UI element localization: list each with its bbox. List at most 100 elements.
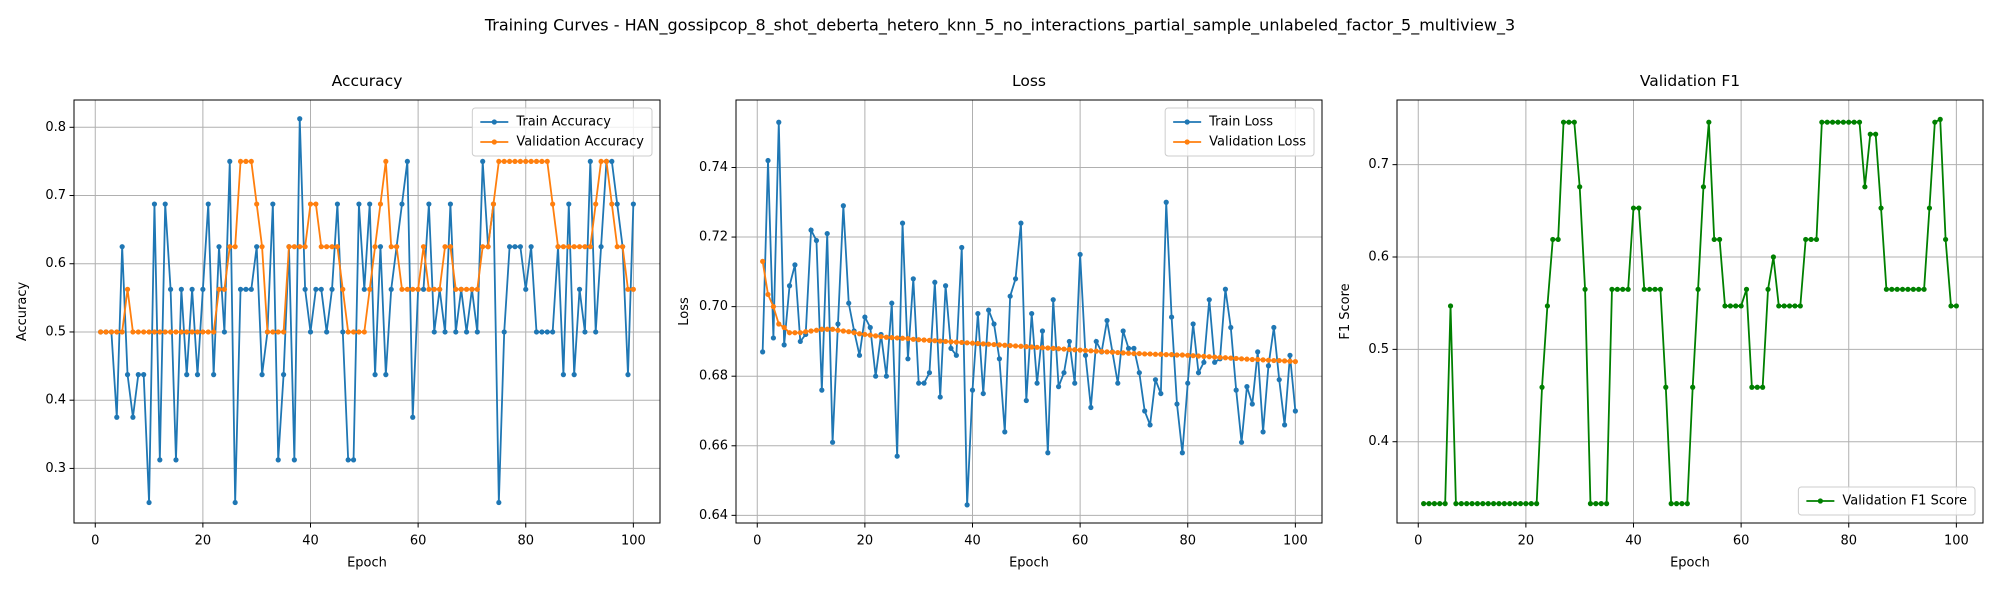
series-marker bbox=[135, 372, 141, 378]
series-marker bbox=[124, 286, 131, 292]
y-tick-label: 0.66 bbox=[699, 438, 728, 453]
series-line bbox=[100, 160, 634, 333]
series-marker bbox=[942, 338, 949, 345]
y-tick-label: 0.6 bbox=[45, 256, 66, 271]
series-marker bbox=[1055, 346, 1062, 352]
series-marker bbox=[862, 314, 868, 320]
series-marker bbox=[1921, 286, 1927, 292]
series-marker bbox=[1212, 359, 1218, 365]
series-marker bbox=[916, 337, 922, 343]
series-marker bbox=[846, 329, 852, 335]
x-tick-label: 40 bbox=[964, 534, 981, 549]
series-marker bbox=[447, 201, 454, 207]
series-marker bbox=[1217, 354, 1223, 361]
series-marker bbox=[506, 158, 513, 165]
x-tick-label: 60 bbox=[1072, 534, 1089, 549]
series-marker bbox=[1813, 236, 1820, 243]
series-marker bbox=[824, 326, 830, 332]
series-marker bbox=[926, 370, 933, 376]
series-marker bbox=[1878, 205, 1884, 211]
series-marker bbox=[948, 339, 954, 345]
y-tick-label: 0.74 bbox=[699, 160, 728, 175]
series-marker bbox=[1233, 387, 1239, 393]
series-marker bbox=[587, 158, 593, 165]
series-marker bbox=[1233, 355, 1239, 362]
series-marker bbox=[372, 244, 378, 250]
series-marker bbox=[237, 286, 244, 292]
y-tick-label: 0.64 bbox=[699, 508, 728, 523]
series-marker bbox=[1077, 347, 1083, 353]
axes-frame bbox=[735, 99, 1323, 524]
series-marker bbox=[1125, 345, 1132, 351]
series-marker bbox=[1061, 346, 1067, 352]
series-marker bbox=[1517, 501, 1524, 507]
series-marker bbox=[614, 201, 620, 207]
series-marker bbox=[808, 328, 814, 334]
series-marker bbox=[254, 201, 260, 207]
series-marker bbox=[1469, 501, 1475, 507]
x-tick-label: 100 bbox=[621, 534, 646, 549]
x-tick-label: 0 bbox=[91, 534, 99, 549]
series-marker bbox=[1480, 501, 1486, 507]
series-marker bbox=[1873, 131, 1879, 137]
series-marker bbox=[1018, 220, 1024, 226]
series-marker bbox=[480, 244, 486, 250]
series-marker bbox=[539, 158, 545, 165]
legend-swatch-marker bbox=[1184, 119, 1190, 125]
series-marker bbox=[829, 326, 836, 332]
series-marker bbox=[291, 244, 297, 250]
series-marker bbox=[1829, 119, 1836, 125]
series-marker bbox=[141, 329, 147, 335]
series-marker bbox=[1614, 286, 1620, 292]
series-marker bbox=[367, 201, 373, 207]
series-marker bbox=[1136, 370, 1142, 376]
series-marker bbox=[1609, 286, 1615, 292]
series-marker bbox=[1115, 380, 1121, 386]
axes-title: Accuracy bbox=[332, 72, 403, 90]
series-marker bbox=[625, 286, 631, 292]
series-marker bbox=[517, 244, 523, 250]
series-marker bbox=[571, 244, 577, 250]
series-marker bbox=[1271, 324, 1277, 331]
series-marker bbox=[1657, 286, 1664, 292]
series-marker bbox=[469, 286, 475, 292]
series-marker bbox=[1029, 310, 1035, 317]
series-marker bbox=[1012, 343, 1019, 349]
series-marker bbox=[184, 372, 190, 378]
series-marker bbox=[350, 329, 357, 335]
series-marker bbox=[932, 338, 938, 344]
series-marker bbox=[248, 286, 254, 292]
series-marker bbox=[533, 329, 540, 335]
series-marker bbox=[582, 329, 588, 335]
series-marker bbox=[1249, 356, 1255, 363]
series-marker bbox=[254, 244, 260, 250]
y-tick-label: 0.68 bbox=[699, 369, 728, 384]
series-marker bbox=[609, 201, 615, 207]
series-marker bbox=[302, 286, 308, 292]
series-marker bbox=[1501, 501, 1507, 507]
series-marker bbox=[1050, 297, 1056, 303]
series-marker bbox=[410, 286, 416, 292]
series-marker bbox=[969, 387, 976, 393]
x-tick-label: 20 bbox=[195, 534, 212, 549]
series-marker bbox=[103, 329, 109, 335]
series-marker bbox=[856, 352, 863, 358]
y-tick-label: 0.7 bbox=[45, 188, 66, 203]
series-marker bbox=[307, 201, 314, 207]
series-marker bbox=[1222, 355, 1229, 361]
series-marker bbox=[216, 244, 222, 250]
series-marker bbox=[426, 286, 432, 292]
series-marker bbox=[1523, 501, 1529, 507]
series-marker bbox=[926, 337, 933, 343]
series-marker bbox=[980, 390, 986, 397]
series-marker bbox=[367, 286, 373, 292]
series-marker bbox=[1598, 501, 1604, 507]
series-marker bbox=[1002, 429, 1008, 435]
series-marker bbox=[1152, 351, 1159, 357]
series-marker bbox=[205, 329, 211, 335]
series-marker bbox=[1442, 501, 1448, 507]
series-marker bbox=[1550, 236, 1556, 243]
series-marker bbox=[856, 331, 863, 337]
series-marker bbox=[1431, 501, 1437, 507]
